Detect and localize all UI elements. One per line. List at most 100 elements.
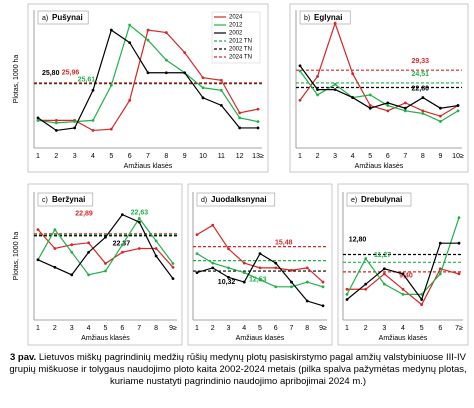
data-point [36,116,40,120]
data-point [195,252,199,256]
data-point [274,266,278,270]
data-point [53,247,57,250]
x-tick-label: 8 [421,153,425,160]
data-point [137,247,141,250]
data-point [195,271,199,274]
data-point [382,267,386,271]
data-point [54,129,58,132]
data-point [70,250,74,254]
data-point [120,213,124,216]
data-point [345,298,349,301]
data-point [154,254,158,258]
data-point [104,269,107,273]
data-point [321,280,325,284]
title-box [37,192,94,207]
data-point [36,228,40,232]
x-tick-label: 2 [316,153,320,160]
data-point [333,88,337,92]
data-point [316,88,319,92]
data-point [420,303,424,307]
data-point [457,272,461,276]
data-point [128,23,132,27]
data-point [128,41,132,45]
data-point [128,98,132,102]
data-point [219,78,223,82]
data-point [104,262,107,265]
data-point [333,82,337,86]
data-point [258,266,262,270]
data-point [171,277,175,280]
data-point [91,129,95,132]
panel-label: b) [304,15,310,22]
data-point [87,250,91,254]
x-tick-label: 3 [333,153,337,160]
x-tick-label: 6 [386,153,390,160]
data-point [368,104,372,107]
x-tick-label: 2 [211,325,215,332]
series-line [299,65,459,109]
data-point [70,243,74,247]
legend-label: 2024 TN [229,55,252,61]
x-tick-label: 4 [242,325,246,332]
data-point [109,127,113,131]
reference-label: 12,53 [249,276,267,283]
x-tick-label: 5 [109,153,113,160]
caption-label: 3 pav. [9,352,37,363]
x-tick-label: 3 [227,325,231,332]
data-point [227,266,230,270]
data-point [195,233,199,237]
x-tick-label: 5 [420,325,424,332]
x-tick-label: 13≥ [252,153,264,160]
data-point [457,241,461,245]
reference-label: 29,33 [412,58,430,65]
data-point [258,252,262,256]
panel-title: Eglynai [314,13,342,22]
data-point [219,88,223,92]
x-tick-label: 1 [36,153,40,160]
data-point [171,262,175,265]
data-point [54,119,58,122]
x-axis-title: Amžiaus klasės [81,335,130,342]
data-point [298,64,302,68]
data-point [146,71,150,75]
reference-label: 25,61 [78,77,96,84]
data-point [305,299,309,303]
data-point [364,257,368,260]
x-tick-label: 2 [53,325,57,332]
panel-label: a) [42,15,48,22]
data-point [438,241,442,245]
data-point [290,285,293,289]
data-point [120,243,124,247]
data-point [274,285,278,289]
data-point [401,272,405,276]
x-tick-label: 7 [146,153,150,160]
data-point [53,228,57,232]
x-tick-label: 4 [351,153,355,160]
data-point [420,293,424,296]
data-point [201,76,205,80]
data-point [298,98,302,102]
legend-label: 2002 TN [229,47,252,53]
data-point [290,268,293,272]
reference-label: 11,27 [374,252,391,259]
data-point [211,261,215,265]
data-point [164,31,168,34]
x-tick-label: 2 [54,153,58,160]
data-point [242,271,246,274]
x-tick-label: 9 [438,153,442,160]
panel-title: Beržynai [52,195,85,204]
data-point [316,93,319,97]
reference-label: 24,51 [412,71,430,78]
series-line [346,217,460,295]
series-line [299,21,459,117]
panel-frame [187,183,333,346]
x-tick-label: 1 [298,153,302,160]
data-point [274,261,278,265]
data-point [91,88,95,92]
data-point [137,216,141,220]
data-point [421,112,425,115]
legend-label: 2002 [229,31,243,37]
panel-frame [337,183,469,346]
x-axis-title: Amžiaus klasės [355,163,404,170]
reference-label: 15,48 [275,239,293,246]
